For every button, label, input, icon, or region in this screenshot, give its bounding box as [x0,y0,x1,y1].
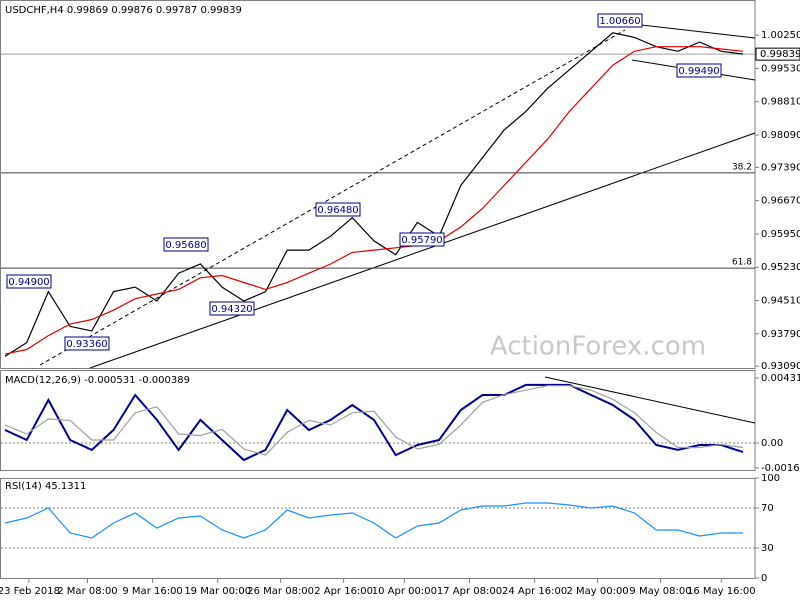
y-tick-label: 0.97390 [761,162,800,173]
x-tick-label: 10 Apr 00:00 [372,586,437,597]
rsi-title: RSI(14) 45.1311 [5,481,86,492]
chart-title: USDCHF,H4 0.99869 0.99876 0.99787 0.9983… [5,5,242,16]
y-tick-label: 0.004313 [761,373,800,384]
series-line [4,46,744,355]
x-tick-label: 26 Mar 08:00 [247,586,314,597]
y-tick-label: 0 [761,573,767,584]
price-label: 0.99490 [678,66,719,77]
price-label-box [315,202,361,217]
x-tick-label: 2 Apr 16:00 [314,586,373,597]
price-label-box [597,13,643,28]
y-tick-label: 100 [761,473,780,484]
x-tick-label: 19 Mar 00:00 [184,586,251,597]
fib-label: 61.8 [732,258,752,268]
price-label: 0.93360 [66,339,107,350]
x-tick-label: 9 May 08:00 [629,586,691,597]
macd-trendline [544,376,756,424]
main-frame [0,0,756,369]
y-tick-label: 0.99530 [761,63,800,74]
last-price-box [755,47,800,61]
y-tick-label: 0.93790 [761,329,800,340]
series-line [4,385,744,456]
y-tick-label: 0.98090 [761,130,800,141]
macd-title: MACD(12,26,9) -0.000531 -0.000389 [5,375,190,386]
series-line [4,502,743,539]
price-label: 0.94900 [8,277,49,288]
price-label-box [209,301,255,316]
series-line [4,32,744,357]
y-tick-label: 0.95950 [761,229,800,240]
dashed-trendline [39,29,626,366]
price-label: 0.95680 [165,240,206,251]
macd-frame [0,370,756,471]
y-tick-label: 30 [761,543,774,554]
y-tick-label: 1.00250 [761,30,800,41]
y-tick-label: -0.001659 [761,463,800,474]
fib-label: 38.2 [732,162,752,172]
price-label: 1.00660 [599,16,640,27]
price-label: 0.95790 [401,235,442,246]
y-tick-label: 0.00 [761,438,783,449]
x-tick-label: 9 Mar 16:00 [122,586,182,597]
rsi-frame [0,478,756,579]
y-tick-label: 70 [761,503,774,514]
price-label-box [676,63,722,78]
x-tick-label: 2 May 00:00 [566,586,628,597]
watermark: ActionForex.com [490,332,706,362]
y-tick-label: 0.95230 [761,262,800,273]
y-tick-label: 0.96670 [761,196,800,207]
support-trendline [89,132,756,369]
series-line [4,383,744,462]
price-label-box [6,274,52,289]
x-tick-label: 16 May 16:00 [687,586,756,597]
y-tick-label: 0.93090 [761,361,800,372]
price-label-box [163,237,209,252]
price-label-box [64,336,110,351]
y-tick-label: 0.98810 [761,97,800,108]
price-label: 0.96480 [317,205,358,216]
price-label: 0.94320 [211,304,252,315]
x-tick-label: 2 Mar 08:00 [57,586,117,597]
x-tick-label: 24 Apr 16:00 [502,586,567,597]
last-price-label: 0.99839 [760,49,800,60]
x-tick-label: 17 Apr 08:00 [437,586,502,597]
y-tick-label: 0.94510 [761,296,800,307]
price-label-box [399,232,445,247]
x-tick-label: 23 Feb 2018 [0,586,60,597]
panel-frames [0,0,756,579]
